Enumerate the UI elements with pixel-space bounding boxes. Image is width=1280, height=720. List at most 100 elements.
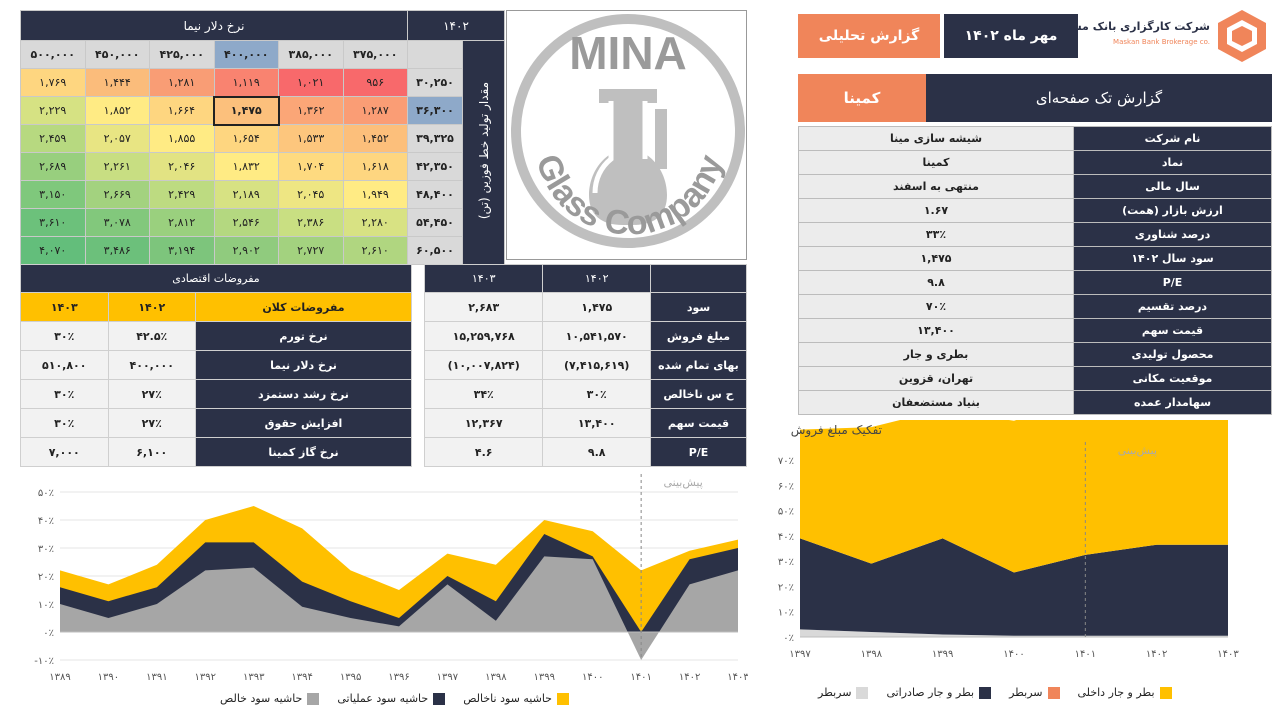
sensitivity-cell: ۲,۴۲۹ (149, 180, 215, 209)
info-value: بنیاد مستضعفان (798, 390, 1074, 415)
profit-key: مبلغ فروش (650, 321, 747, 351)
sensitivity-col-header: ۵۰۰,۰۰۰ (20, 40, 86, 69)
info-key: نماد (1073, 150, 1272, 175)
sensitivity-cell: ۹۵۶ (342, 68, 408, 97)
profit-value-y2: ۳۴٪ (423, 379, 544, 409)
profit-row: ۳۴٪ ۳۰٪ ح س ناخالص (423, 379, 747, 409)
info-row: ۹.۸ P/E (798, 270, 1272, 295)
profit-value-y2: ۲,۶۸۳ (423, 292, 544, 322)
info-value: ۱,۴۷۵ (798, 246, 1074, 271)
area-series (800, 538, 1228, 636)
x-tick-label: ۱۳۹۴ (291, 672, 312, 683)
info-key: موقعیت مکانی (1073, 366, 1272, 391)
info-row: ۱,۴۷۵ سود سال ۱۴۰۲ (798, 246, 1272, 271)
x-tick-label: ۱۳۸۹ (49, 672, 70, 683)
area-series (60, 556, 738, 660)
info-key: P/E (1073, 270, 1272, 295)
sensitivity-year: ۱۴۰۲ (407, 10, 505, 41)
profit-value-y1: ۱۳,۴۰۰ (542, 408, 651, 438)
y-tick-label: ۴۰٪ (38, 516, 54, 527)
report-month: مهر ماه ۱۴۰۲ (944, 14, 1078, 58)
x-tick-label: ۱۳۹۷ (789, 649, 811, 660)
sensitivity-cell: ۴,۰۷۰ (20, 236, 86, 265)
sensitivity-cell: ۱,۲۸۷ (342, 96, 408, 125)
logo-text-top: MINA (569, 27, 687, 79)
sensitivity-table: نرخ دلار نیما ۱۴۰۲ ۵۰۰,۰۰۰ ۴۵۰,۰۰۰ ۴۲۵,۰۰۰ ۴۰… (20, 10, 505, 265)
company-info-table: شیشه سازی مینا نام شرکت کمینا نماد منتهی به … (798, 126, 1272, 415)
sensitivity-cell: ۱,۴۵۲ (342, 124, 408, 153)
y-tick-label: ۰٪ (43, 628, 54, 639)
info-key: نام شرکت (1073, 126, 1272, 151)
sensitivity-col-header: ۴۵۰,۰۰۰ (84, 40, 150, 69)
x-tick-label: ۱۴۰۳ (727, 672, 748, 683)
info-value: کمینا (798, 150, 1074, 175)
y-tick-label: ۵۰٪ (778, 507, 794, 518)
profit-row: ۴.۶ ۹.۸ P/E (423, 437, 747, 467)
sensitivity-cell: ۱,۶۱۸ (342, 152, 408, 181)
x-tick-label: ۱۳۹۰ (98, 672, 119, 683)
profit-margin-chart: -۱۰٪ ۰٪ ۱۰٪ ۲۰٪ ۳۰٪ ۴۰٪ ۵۰٪ ۱۳۸۹ ۱۳۹۰ ۱۳۹۱ ۱۳۹۲ ۱۳۹… (20, 470, 749, 715)
x-tick-label: ۱۴۰۳ (1217, 649, 1239, 660)
y-tick-label: ۵۰٪ (38, 488, 54, 499)
macro-value-y2: ۳۰٪ (20, 321, 109, 351)
x-tick-label: ۱۳۹۷ (437, 672, 459, 683)
info-row: تهران، قزوین موقعیت مکانی (798, 366, 1272, 391)
x-tick-label: ۱۳۹۶ (388, 672, 409, 683)
info-value: ۱.۶۷ (798, 198, 1074, 223)
info-key: درصد شناوری (1073, 222, 1272, 247)
info-value: منتهی به اسفند (798, 174, 1074, 199)
macro-value-y1: ۴۰۰,۰۰۰ (107, 350, 196, 380)
legend-label: سربطر (1009, 686, 1043, 699)
legend-label: بطر و جار صادراتی (886, 686, 975, 699)
legend-entry: حاشیه سود خالص (220, 692, 320, 705)
legend-entry: حاشیه سود عملیاتی (337, 692, 446, 705)
x-tick-label: ۱۳۹۸ (485, 672, 507, 683)
sensitivity-cell: ۱,۶۶۴ (149, 96, 215, 125)
macro-key: نرخ گاز کمینا (195, 437, 412, 467)
profit-value-y1: ۱۰,۵۴۱,۵۷۰ (542, 321, 651, 351)
profit-value-y1: ۹.۸ (542, 437, 651, 467)
sensitivity-cell: ۲,۶۱۰ (342, 236, 408, 265)
ticker-banner: کمینا (798, 74, 926, 122)
legend-entry: حاشیه سود ناخالص (463, 692, 569, 705)
profit-value-y2: ۱۲,۳۶۷ (423, 408, 544, 438)
profit-row: ۱۲,۳۶۷ ۱۳,۴۰۰ قیمت سهم (423, 408, 747, 438)
sensitivity-row-header: ۴۲,۳۵۰ (407, 152, 463, 181)
sensitivity-cell: ۲,۸۱۲ (149, 208, 215, 237)
sensitivity-cell: ۲,۹۰۲ (213, 236, 279, 265)
legend-swatch (433, 692, 446, 705)
profit-head-corner (650, 264, 747, 293)
macro-key: افزایش حقوق (195, 408, 412, 438)
info-row: ۱.۶۷ ارزش بازار (همت) (798, 198, 1272, 223)
x-tick-label: ۱۳۹۹ (534, 672, 555, 683)
profit-value-y1: ۱,۴۷۵ (542, 292, 651, 322)
info-value: ۹.۸ (798, 270, 1074, 295)
y-tick-label: ۰٪ (783, 633, 794, 644)
report-type-badge: گزارش تحلیلی (798, 14, 940, 58)
sensitivity-row-label-cell: مقدار تولید خط فوزین (تن) (462, 40, 505, 265)
sensitivity-cell: ۱,۸۵۵ (149, 124, 215, 153)
profit-value-y1: (۷,۴۱۵,۶۱۹) (542, 350, 651, 380)
sensitivity-cell: ۳,۱۹۴ (149, 236, 215, 265)
sensitivity-cell: ۲,۱۸۹ (213, 180, 279, 209)
x-tick-label: ۱۴۰۰ (1003, 649, 1024, 660)
sensitivity-cell: ۲,۰۴۶ (149, 152, 215, 181)
y-tick-label: ۳۰٪ (778, 557, 794, 568)
company-logo: MINA Glass Company (506, 10, 747, 260)
sensitivity-row-header: ۳۶,۳۰۰ (407, 96, 463, 125)
x-tick-label: ۱۴۰۱ (630, 672, 651, 683)
info-row: شیشه سازی مینا نام شرکت (798, 126, 1272, 151)
info-value: تهران، قزوین (798, 366, 1074, 391)
sensitivity-cell: ۳,۰۷۸ (84, 208, 150, 237)
info-value: شیشه سازی مینا (798, 126, 1074, 151)
profit-key: سود (650, 292, 747, 322)
sensitivity-cell: ۱,۱۱۹ (213, 68, 279, 97)
sensitivity-col-header: ۳۷۵,۰۰۰ (342, 40, 408, 69)
info-value: ۷۰٪ (798, 294, 1074, 319)
forecast-label: پیش‌بینی (664, 476, 703, 489)
legend-swatch (1047, 686, 1060, 699)
macro-value-y2: ۵۱۰,۸۰۰ (20, 350, 109, 380)
legend-label: حاشیه سود عملیاتی (337, 692, 429, 705)
sensitivity-cell: ۳,۱۵۰ (20, 180, 86, 209)
x-tick-label: ۱۴۰۱ (1075, 649, 1096, 660)
